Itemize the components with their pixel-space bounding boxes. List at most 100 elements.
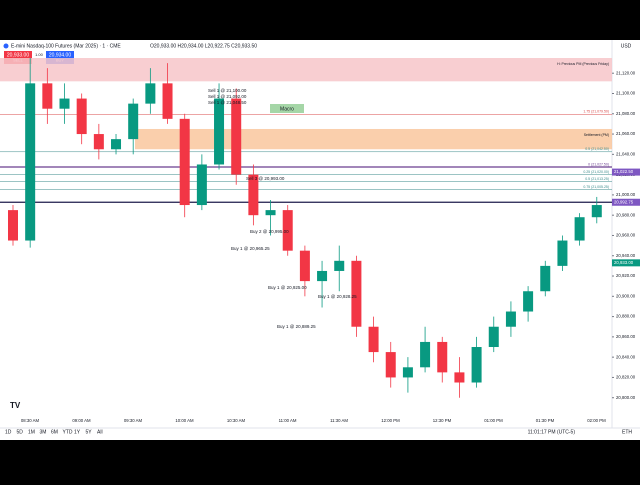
candle-body — [317, 270, 328, 282]
candle-body — [574, 217, 585, 241]
price-tag-label: 21,022.50 — [614, 169, 634, 174]
trade-annotation: Buy 1 @ 20,889.25 — [277, 324, 316, 329]
level-label: 0.75 (21,005.25) — [583, 185, 609, 189]
candle-body — [523, 291, 534, 312]
x-tick-label: 10:30 AM — [227, 418, 246, 423]
zone — [135, 128, 612, 150]
level-label: 1.75 (21,079.50) — [583, 110, 609, 114]
x-tick-label: 01:00 PM — [484, 418, 503, 423]
candle-body — [385, 352, 396, 378]
candle-body — [42, 83, 53, 109]
trade-annotation: Buy 1 @ 20,928.25 — [318, 294, 357, 299]
price-tag — [612, 168, 640, 176]
zone-label: H: Previous PM (Previous Friday) — [557, 62, 609, 66]
candle-body — [368, 326, 379, 353]
level-label: 0.5 (21,042.50) — [585, 147, 609, 151]
range-button[interactable]: 5Y — [86, 429, 93, 435]
clock: 11:01:17 PM (UTC-5) — [528, 429, 576, 435]
macro-label: Macro — [280, 106, 294, 112]
tv-logo: TV — [10, 401, 21, 410]
y-tick-label: 20,820.00 — [616, 375, 636, 380]
trade-annotation: Buy 2 @ 20,995.00 — [250, 229, 289, 234]
zone-label: Settlement (PM) — [584, 133, 609, 137]
candle-body — [351, 260, 362, 327]
candle-body — [420, 341, 431, 368]
candle-body — [179, 118, 190, 206]
y-tick-label: 21,120.00 — [616, 70, 636, 75]
y-tick-label: 20,800.00 — [616, 395, 636, 400]
level-label: 0.25 (21,020.00) — [583, 170, 609, 174]
range-button[interactable]: YTD — [63, 429, 73, 435]
x-tick-label: 12:30 PM — [433, 418, 452, 423]
quantity[interactable]: 1.00 — [35, 52, 44, 57]
price-tag-label: 20,992.75 — [614, 199, 634, 204]
x-tick-label: 02:00 PM — [587, 418, 606, 423]
range-button[interactable]: All — [97, 429, 103, 435]
trade-annotation: Sell 1 @ 21,048.50 — [208, 100, 247, 105]
price-tag — [612, 198, 640, 206]
range-button[interactable]: 1D — [5, 429, 12, 435]
candle-body — [59, 98, 70, 109]
y-tick-label: 20,900.00 — [616, 293, 636, 298]
candle-body — [214, 98, 225, 165]
y-tick-label: 20,860.00 — [616, 334, 636, 339]
sell-price: 20,933.00 — [7, 52, 29, 58]
y-tick-label: 20,920.00 — [616, 273, 636, 278]
x-tick-label: 11:30 AM — [330, 418, 348, 423]
y-tick-label: 21,100.00 — [616, 91, 636, 96]
candle-body — [454, 372, 465, 383]
candle-body — [471, 347, 482, 383]
trade-annotation: Buy 1 @ 20,925.00 — [268, 285, 307, 290]
x-tick-label: 11:00 AM — [279, 418, 297, 423]
range-button[interactable]: 1Y — [74, 429, 81, 435]
candle-body — [93, 134, 104, 150]
price-tag — [612, 259, 640, 267]
trade-annotation: Sell 3 @ 20,993.00 — [246, 176, 285, 181]
zone — [0, 58, 612, 82]
candle-body — [488, 326, 499, 348]
range-button[interactable]: 5D — [17, 429, 24, 435]
level-label: 0.5 (21,013.25) — [585, 177, 609, 181]
x-tick-label: 09:00 AM — [72, 418, 91, 423]
y-tick-label: 20,940.00 — [616, 253, 636, 258]
candle-body — [196, 164, 207, 206]
range-button[interactable]: 6M — [51, 429, 58, 435]
y-tick-label: 20,960.00 — [616, 233, 636, 238]
candle-body — [111, 139, 122, 150]
candle-body — [231, 98, 242, 175]
candle-body — [299, 250, 310, 282]
candle-body — [8, 210, 18, 241]
level-label: 0 (21,027.50) — [588, 162, 609, 166]
x-tick-label: 12:00 PM — [381, 418, 400, 423]
session[interactable]: ETH — [622, 429, 632, 435]
candle-body — [25, 83, 36, 241]
ohlc-values: O20,933.00 H20,934.00 L20,922.75 C20,933… — [150, 43, 257, 49]
trade-annotation: Buy 1 @ 20,965.25 — [231, 246, 270, 251]
candle-body — [557, 240, 568, 266]
y-tick-label: 21,060.00 — [616, 131, 636, 136]
y-tick-label: 21,040.00 — [616, 151, 636, 156]
symbol-icon — [3, 43, 9, 49]
range-button[interactable]: 1M — [28, 429, 35, 435]
candle-body — [540, 265, 551, 292]
currency[interactable]: USD — [621, 43, 632, 49]
candle-body — [505, 311, 516, 327]
y-tick-label: 21,080.00 — [616, 111, 636, 116]
trade-annotation: Sell 1 @ 21,092.00 — [208, 94, 247, 99]
chart-area — [0, 40, 640, 440]
macro-box — [270, 104, 304, 113]
candle-body — [162, 83, 173, 119]
candle-body — [128, 103, 139, 140]
trade-annotation: Sell 1 @ 21,100.00 — [208, 88, 247, 93]
candle-body — [248, 174, 259, 216]
candle-body — [437, 341, 448, 373]
x-tick-label: 09:30 AM — [124, 418, 143, 423]
y-tick-label: 20,880.00 — [616, 314, 636, 319]
x-tick-label: 01:30 PM — [536, 418, 555, 423]
candle-body — [265, 210, 276, 216]
y-tick-label: 20,840.00 — [616, 354, 636, 359]
range-button[interactable]: 3M — [40, 429, 47, 435]
symbol-title[interactable]: E-mini Nasdaq-100 Futures (Mar 2025) · 1… — [11, 43, 121, 49]
y-tick-label: 20,980.00 — [616, 212, 636, 217]
